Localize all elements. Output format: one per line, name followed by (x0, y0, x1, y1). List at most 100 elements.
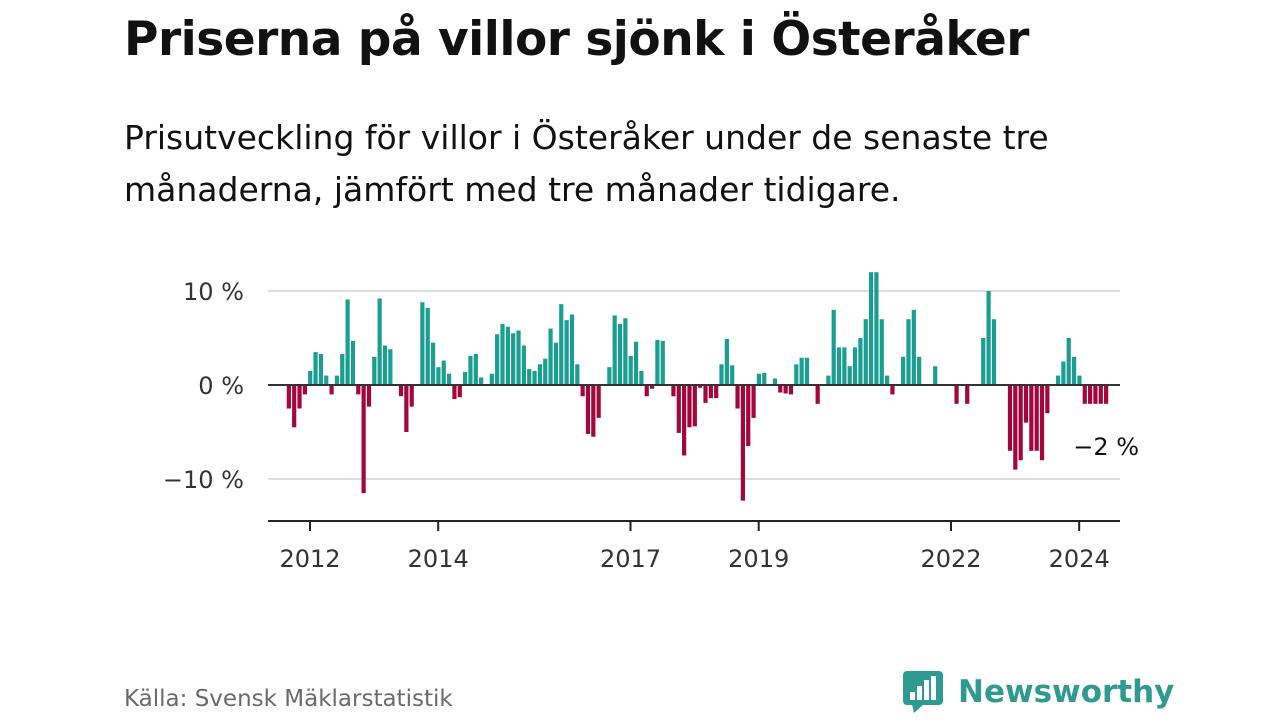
bar (1034, 385, 1039, 451)
bar (329, 385, 334, 395)
bar (885, 375, 890, 385)
bar (1045, 385, 1050, 414)
bar (751, 385, 756, 418)
bar (505, 326, 510, 385)
bar (308, 370, 313, 385)
bar (628, 355, 633, 385)
bar (607, 367, 612, 385)
bar (788, 385, 794, 395)
bar (302, 385, 307, 395)
bar (585, 385, 591, 434)
bar (633, 341, 639, 385)
bar (879, 319, 884, 385)
bar (687, 385, 692, 428)
x-tick-label: 2014 (408, 545, 469, 573)
bar (420, 302, 425, 385)
newsworthy-logo-icon (903, 671, 943, 713)
bar (564, 320, 569, 385)
bar (874, 272, 879, 385)
bar (313, 352, 318, 385)
bar (489, 373, 494, 385)
bar (1082, 385, 1087, 404)
bar (756, 373, 762, 385)
bar (377, 298, 382, 385)
bar (772, 378, 778, 385)
source-note: Källa: Svensk Mäklarstatistik (124, 686, 453, 712)
bar (473, 353, 478, 385)
x-tick-label: 2022 (920, 545, 981, 573)
bar (836, 347, 842, 385)
bar (569, 314, 575, 385)
bar (596, 385, 601, 418)
bar (318, 353, 323, 385)
x-tick-label: 2019 (728, 545, 789, 573)
bar (286, 385, 291, 409)
bar (917, 356, 922, 385)
bar (436, 367, 441, 385)
bar (382, 345, 388, 385)
bar (1071, 356, 1077, 385)
bar (778, 385, 783, 393)
y-tick-label: 10 % (183, 278, 244, 306)
bar (591, 385, 596, 437)
bar (553, 342, 559, 385)
bar (1093, 385, 1098, 404)
bar (965, 385, 970, 404)
bar (340, 353, 345, 385)
bar (537, 364, 543, 385)
bar (815, 385, 820, 404)
bar (682, 385, 687, 456)
bar (324, 375, 329, 385)
bar (954, 385, 959, 404)
bar (468, 355, 473, 385)
bar (409, 385, 414, 407)
bar (804, 357, 810, 385)
bar (1007, 385, 1013, 451)
bar (703, 385, 708, 403)
bar (981, 338, 986, 385)
bar (730, 365, 735, 385)
bar (852, 347, 858, 385)
bar (719, 364, 724, 385)
x-tick-label: 2017 (600, 545, 661, 573)
bar (1039, 385, 1045, 461)
bar (361, 385, 366, 494)
bar (404, 385, 409, 432)
bar (1055, 375, 1061, 385)
bar (842, 347, 847, 385)
brand-name: Newsworthy (958, 674, 1175, 710)
bar (639, 370, 644, 385)
bar (292, 385, 297, 428)
x-tick-label: 2024 (1049, 545, 1110, 573)
bar (532, 370, 537, 385)
bar (783, 385, 788, 394)
bar (1098, 385, 1103, 404)
bar (863, 319, 868, 385)
bar (527, 369, 532, 385)
bar (746, 385, 751, 447)
bar (479, 377, 484, 385)
bar (425, 307, 430, 385)
bar (623, 318, 628, 385)
bar (660, 340, 665, 385)
bar (452, 385, 457, 400)
bar (441, 360, 446, 385)
y-tick-label: 0 % (198, 372, 244, 400)
bar (495, 334, 500, 385)
bar (350, 340, 356, 385)
bar (655, 339, 660, 385)
bar (1104, 385, 1109, 404)
bar (890, 385, 895, 395)
bar (345, 299, 350, 385)
bar (1023, 385, 1029, 423)
bar (831, 309, 836, 385)
bar (1018, 385, 1023, 461)
bar (1013, 385, 1018, 470)
bar (762, 372, 767, 385)
bar (334, 375, 340, 385)
bar (297, 385, 302, 409)
bar (735, 385, 740, 409)
y-tick-label: −10 % (163, 466, 244, 494)
bar (1077, 375, 1082, 385)
bar (826, 375, 831, 385)
